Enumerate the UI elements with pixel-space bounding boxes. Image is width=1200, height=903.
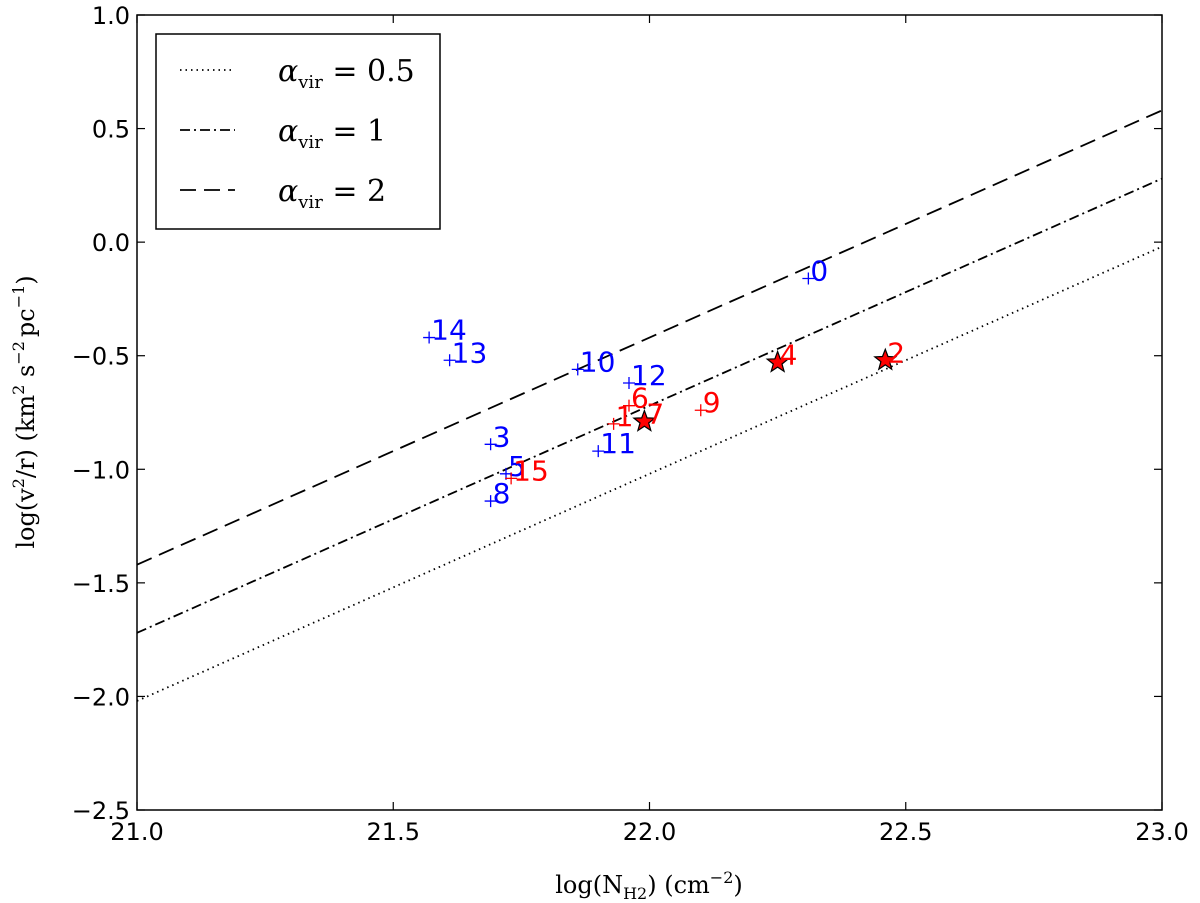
y-tick-label: −2.5 (72, 797, 130, 825)
x-tick-label: 22.0 (623, 818, 676, 846)
point-label-11: 11 (600, 427, 636, 460)
legend-entry-0: αvir = 0.5 (278, 54, 415, 93)
x-tick-label: 23.0 (1135, 818, 1188, 846)
plus-marker-0 (802, 272, 815, 285)
plus-marker-9 (694, 404, 707, 417)
legend-entry-1: αvir = 1 (278, 114, 386, 153)
y-tick-label: 0.5 (92, 116, 130, 144)
point-label-3: 3 (493, 420, 511, 453)
star-marker-7 (632, 408, 657, 432)
plus-marker-13 (443, 354, 456, 367)
point-label-5: 5 (508, 450, 526, 483)
x-axis-label: log(NH2) (cm−2) (555, 868, 743, 903)
y-tick-label: −1.0 (72, 456, 130, 484)
legend-entry-2: αvir = 2 (278, 174, 386, 213)
y-tick-label: −0.5 (72, 343, 130, 371)
model-line-dashdot (136, 177, 1163, 634)
star-marker-4 (765, 349, 790, 373)
plus-marker-15 (505, 472, 518, 485)
x-tick-label: 21.5 (367, 818, 420, 846)
point-label-10: 10 (580, 345, 616, 378)
point-label-13: 13 (452, 336, 488, 369)
point-label-1: 1 (616, 400, 634, 433)
point-label-14: 14 (431, 314, 467, 347)
x-tick-label: 22.5 (879, 818, 932, 846)
x-tick-label: 21.0 (110, 818, 163, 846)
plus-marker-6 (623, 399, 635, 412)
point-label-2: 2 (887, 336, 905, 369)
model-lines (136, 109, 1163, 702)
axis-ticks: 21.0 21.5 22.0 22.5 23.0 1.0 0.5 0.0 −0.5 −1.0 −1.… (72, 2, 1189, 846)
y-tick-label: 1.0 (92, 2, 130, 30)
plus-marker-14 (423, 331, 436, 344)
plus-marker-1 (607, 417, 620, 430)
plus-marker-3 (484, 438, 497, 451)
point-label-15: 15 (513, 454, 549, 487)
model-line-dashed (136, 109, 1163, 566)
point-label-12: 12 (631, 359, 667, 392)
plus-marker-10 (571, 363, 584, 376)
model-line-dotted (136, 245, 1163, 702)
star-marker-2 (873, 347, 898, 371)
plus-marker-12 (623, 376, 635, 389)
point-label-6: 6 (631, 382, 649, 415)
y-tick-label: −2.0 (72, 683, 130, 711)
point-label-7: 7 (646, 398, 664, 431)
y-tick-label: −1.5 (72, 570, 130, 598)
plus-marker-11 (592, 445, 605, 458)
point-label-4: 4 (780, 339, 798, 372)
point-label-9: 9 (703, 386, 721, 419)
plus-marker-8 (484, 495, 497, 508)
y-tick-label: 0.0 (92, 229, 130, 257)
point-label-8: 8 (493, 477, 511, 510)
legend: αvir = 0.5 αvir = 1 αvir = 2 (155, 33, 441, 230)
legend-box (155, 33, 441, 230)
y-axis-label: log(v2/r) (km2 s−2pc−1) (9, 275, 40, 548)
point-label-0: 0 (810, 254, 828, 287)
